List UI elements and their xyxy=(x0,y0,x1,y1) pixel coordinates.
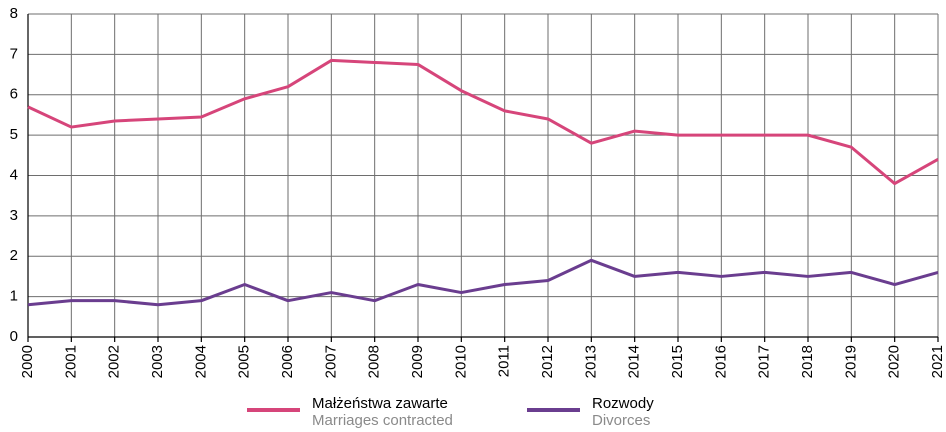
x-tick-label: 2000 xyxy=(19,345,36,378)
x-tick-label: 2020 xyxy=(886,345,903,378)
x-tick-label: 2009 xyxy=(409,345,426,378)
x-tick-label: 2001 xyxy=(62,345,79,378)
legend-sublabel: Marriages contracted xyxy=(312,412,453,429)
x-tick-label: 2013 xyxy=(582,345,599,378)
x-tick-label: 2012 xyxy=(539,345,556,378)
x-tick-label: 2019 xyxy=(842,345,859,378)
x-tick-label: 2007 xyxy=(322,345,339,378)
x-tick-label: 2010 xyxy=(452,345,469,378)
x-tick-label: 2006 xyxy=(279,345,296,378)
x-tick-label: 2002 xyxy=(106,345,123,378)
y-tick-label: 5 xyxy=(10,126,18,143)
y-tick-label: 8 xyxy=(10,5,18,22)
legend-sublabel: Divorces xyxy=(592,412,650,429)
y-tick-label: 3 xyxy=(10,207,18,224)
y-tick-label: 2 xyxy=(10,247,18,264)
x-tick-label: 2005 xyxy=(236,345,253,378)
x-tick-label: 2018 xyxy=(799,345,816,378)
legend-label: Rozwody xyxy=(592,395,654,412)
y-tick-label: 0 xyxy=(10,328,18,345)
x-tick-label: 2021 xyxy=(929,345,946,378)
y-tick-label: 4 xyxy=(10,166,18,183)
x-tick-label: 2004 xyxy=(192,345,209,378)
series-line xyxy=(27,58,939,186)
x-tick-label: 2014 xyxy=(626,345,643,378)
y-tick-label: 1 xyxy=(10,288,18,305)
y-tick-label: 7 xyxy=(10,45,18,62)
x-tick-label: 2008 xyxy=(366,345,383,378)
x-tick-label: 2017 xyxy=(756,345,773,378)
x-tick-label: 2015 xyxy=(669,345,686,378)
x-tick-label: 2016 xyxy=(712,345,729,378)
x-tick-label: 2011 xyxy=(496,345,513,377)
x-tick-label: 2003 xyxy=(149,345,166,378)
series-line xyxy=(27,258,939,307)
y-tick-label: 6 xyxy=(10,86,18,103)
legend-label: Małżeństwa zawarte xyxy=(312,395,448,412)
